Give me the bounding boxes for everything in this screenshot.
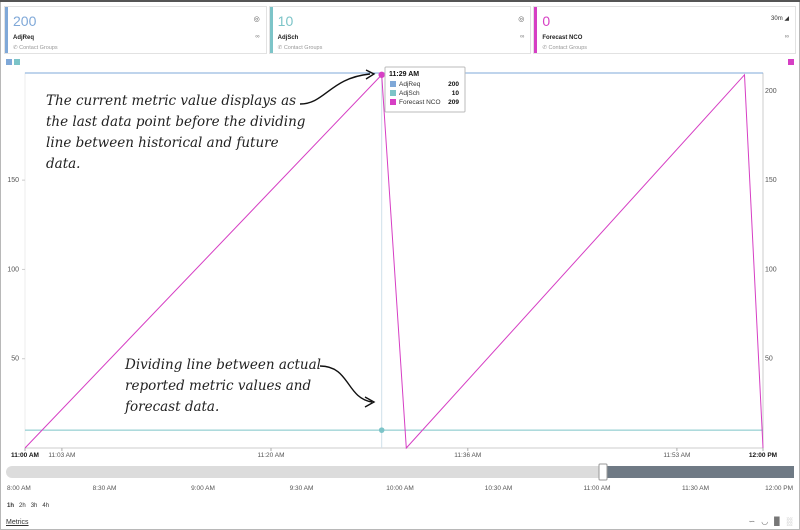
tile-value: 10	[277, 13, 294, 29]
x-tick-label: 12:00 PM	[749, 452, 777, 459]
tile-adjreq[interactable]: 200 AdjReq ✆ Contact Groups ◎ ∞	[4, 6, 267, 54]
y-right-tick-label: 100	[765, 266, 777, 273]
range-1h[interactable]: 1h	[7, 503, 15, 509]
metric-tiles: 200 AdjReq ✆ Contact Groups ◎ ∞ 10 AdjSc…	[4, 6, 797, 54]
tile-name: Forecast NCO	[542, 35, 583, 41]
navigator-tick-label: 8:30 AM	[93, 485, 117, 492]
navigator-tick-label: 11:00 AM	[584, 485, 611, 492]
tile-subtitle-text: Contact Groups	[283, 45, 323, 51]
x-tick-label: 11:36 AM	[454, 452, 481, 459]
tile-color-bar	[534, 7, 538, 53]
tooltip-swatch	[390, 99, 396, 105]
time-range-label[interactable]: 30m ◢	[771, 15, 789, 22]
expand-icon[interactable]: ∞	[255, 34, 260, 40]
range-4h[interactable]: 4h	[42, 503, 50, 509]
y-right-tick-label: 200	[765, 88, 777, 95]
tooltip-series-name: Forecast NCO	[399, 99, 441, 106]
tooltip-swatch	[390, 90, 396, 96]
arrowhead-dividing-line	[364, 396, 376, 408]
time-range-value: 30m	[771, 16, 783, 22]
y-right-tick-label: 150	[765, 177, 777, 184]
tile-forecast-nco[interactable]: 0 Forecast NCO ✆ Contact Groups 30m ◢ ∞	[533, 6, 797, 54]
tile-subtitle-text: Contact Groups	[19, 45, 58, 51]
line-chart-icon[interactable]: ∽	[748, 517, 756, 526]
metrics-link[interactable]: Metrics	[6, 519, 29, 526]
navigator-tick-label: 11:30 AM	[682, 485, 709, 492]
series-line-forecast-nco	[24, 73, 764, 450]
tile-color-bar	[5, 7, 8, 53]
tile-subtitle-text: Contact Groups	[548, 45, 588, 51]
tooltip-swatch	[390, 81, 396, 87]
bar-chart-icon[interactable]: ▉	[774, 517, 781, 526]
area-chart-icon[interactable]: ◡	[761, 517, 769, 526]
x-tick-label: 11:03 AM	[48, 452, 75, 459]
range-3h[interactable]: 3h	[30, 503, 38, 509]
range-2h[interactable]: 2h	[19, 503, 26, 509]
time-range-selector: 1h 2h 3h 4h	[7, 503, 49, 509]
y-right-tick-label: 50	[765, 356, 773, 363]
navigator-tick-label: 8:00 AM	[7, 485, 31, 492]
tile-subtitle: ✆ Contact Groups	[542, 45, 588, 51]
legend-swatch-adjsch[interactable]	[14, 59, 20, 65]
signal-icon: ◢	[784, 16, 790, 22]
annotation-current-value: The current metric value displays as the…	[46, 93, 306, 172]
navigator-handle-left	[598, 463, 608, 481]
tile-value: 200	[13, 13, 37, 29]
tooltip-series-name: AdjSch	[399, 90, 420, 97]
current-value-point-adjsch	[378, 427, 385, 433]
navigator-tick-label: 12:00 PM	[765, 485, 793, 492]
chart-type-icons: ∽ ◡ ▉ ░	[748, 517, 792, 526]
tooltip-series-value: 209	[448, 99, 459, 106]
tile-name: AdjSch	[277, 35, 299, 41]
tile-color-bar	[269, 7, 273, 53]
tile-name: AdjReq	[13, 35, 34, 41]
legend-swatch-forecast[interactable]	[788, 59, 794, 65]
navigator-track	[6, 466, 794, 478]
tooltip-series-value: 200	[448, 81, 459, 88]
navigator-tick-label: 10:30 AM	[485, 485, 512, 492]
tile-value: 0	[542, 13, 551, 29]
tooltip-series-value: 10	[452, 90, 460, 97]
x-tick-label: 11:53 AM	[663, 452, 690, 459]
tooltip: 11:29 AM AdjReq 200 AdjSch 10 Forecast NCO 209	[384, 66, 466, 113]
arrow-dividing-line	[319, 365, 373, 403]
expand-icon[interactable]: ∞	[520, 34, 525, 40]
arrow-current-value	[299, 73, 371, 105]
x-tick-label: 11:20 AM	[258, 452, 285, 459]
tooltip-series-name: AdjReq	[399, 81, 421, 88]
y-left-tick-label: 100	[7, 266, 19, 273]
y-left-tick-label: 150	[7, 177, 19, 184]
tile-subtitle: ✆ Contact Groups	[277, 45, 323, 51]
navigator-window	[607, 466, 794, 478]
navigator-tick-label: 9:30 AM	[290, 485, 314, 492]
x-tick-label: 11:00 AM	[11, 452, 39, 459]
left-legend	[6, 59, 20, 65]
y-left-tick-label: 50	[11, 356, 19, 363]
column-chart-icon[interactable]: ░	[786, 517, 792, 526]
top-border	[0, 0, 800, 2]
navigator-tick-label: 10:00 AM	[386, 485, 413, 492]
expand-icon[interactable]: ∞	[784, 34, 790, 40]
target-icon[interactable]: ◎	[518, 16, 525, 23]
annotation-dividing-line: Dividing line between actual reported me…	[125, 357, 321, 415]
tooltip-box	[384, 66, 466, 113]
arrowhead-current-value	[365, 69, 376, 80]
current-value-point-forecast	[378, 71, 385, 78]
tile-adjsch[interactable]: 10 AdjSch ✆ Contact Groups ◎ ∞	[268, 6, 532, 54]
legend-swatch-adjreq[interactable]	[6, 59, 12, 65]
tile-subtitle: ✆ Contact Groups	[13, 45, 58, 51]
tooltip-time: 11:29 AM	[389, 71, 419, 78]
target-icon[interactable]: ◎	[253, 16, 260, 23]
navigator-tick-label: 9:00 AM	[191, 485, 215, 492]
